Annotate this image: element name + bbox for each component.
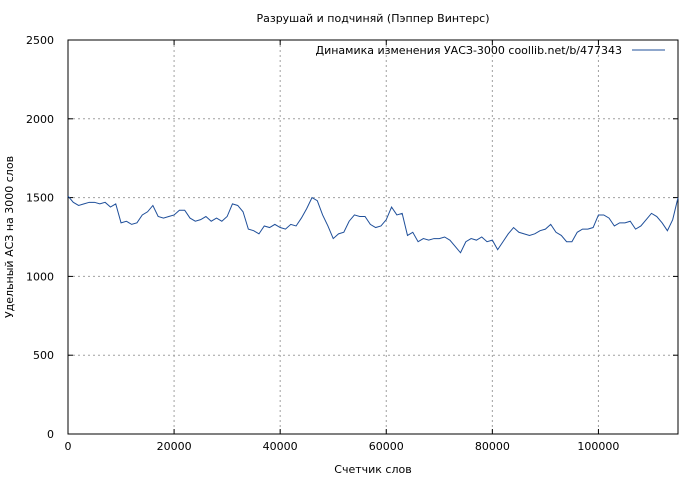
grid-lines [68,40,678,434]
x-tick-label: 20000 [157,440,192,453]
y-tick-label: 1000 [26,270,54,283]
axis-ticks: 0 20000 40000 60000 80000 100000 0 500 1000 1500 2… [26,34,678,453]
legend-label: Динамика изменения УАСЗ-3000 coollib.net… [316,44,623,57]
x-tick-label: 0 [65,440,72,453]
y-tick-label: 1500 [26,192,54,205]
x-tick-label: 80000 [475,440,510,453]
y-tick-label: 2500 [26,34,54,47]
x-tick-label: 40000 [263,440,298,453]
y-axis-label: Удельный АСЗ на 3000 слов [3,156,16,318]
y-tick-label: 500 [33,349,54,362]
plot-frame [67,39,679,435]
x-tick-label: 100000 [577,440,619,453]
x-axis-label: Счетчик слов [334,463,411,476]
y-tick-label: 0 [47,428,54,441]
series-line [67,195,679,254]
y-tick-label: 2000 [26,113,54,126]
legend: Динамика изменения УАСЗ-3000 coollib.net… [316,44,665,57]
x-tick-label: 60000 [369,440,404,453]
chart-title: Разрушай и подчиняй (Пэппер Винтерс) [256,12,489,25]
